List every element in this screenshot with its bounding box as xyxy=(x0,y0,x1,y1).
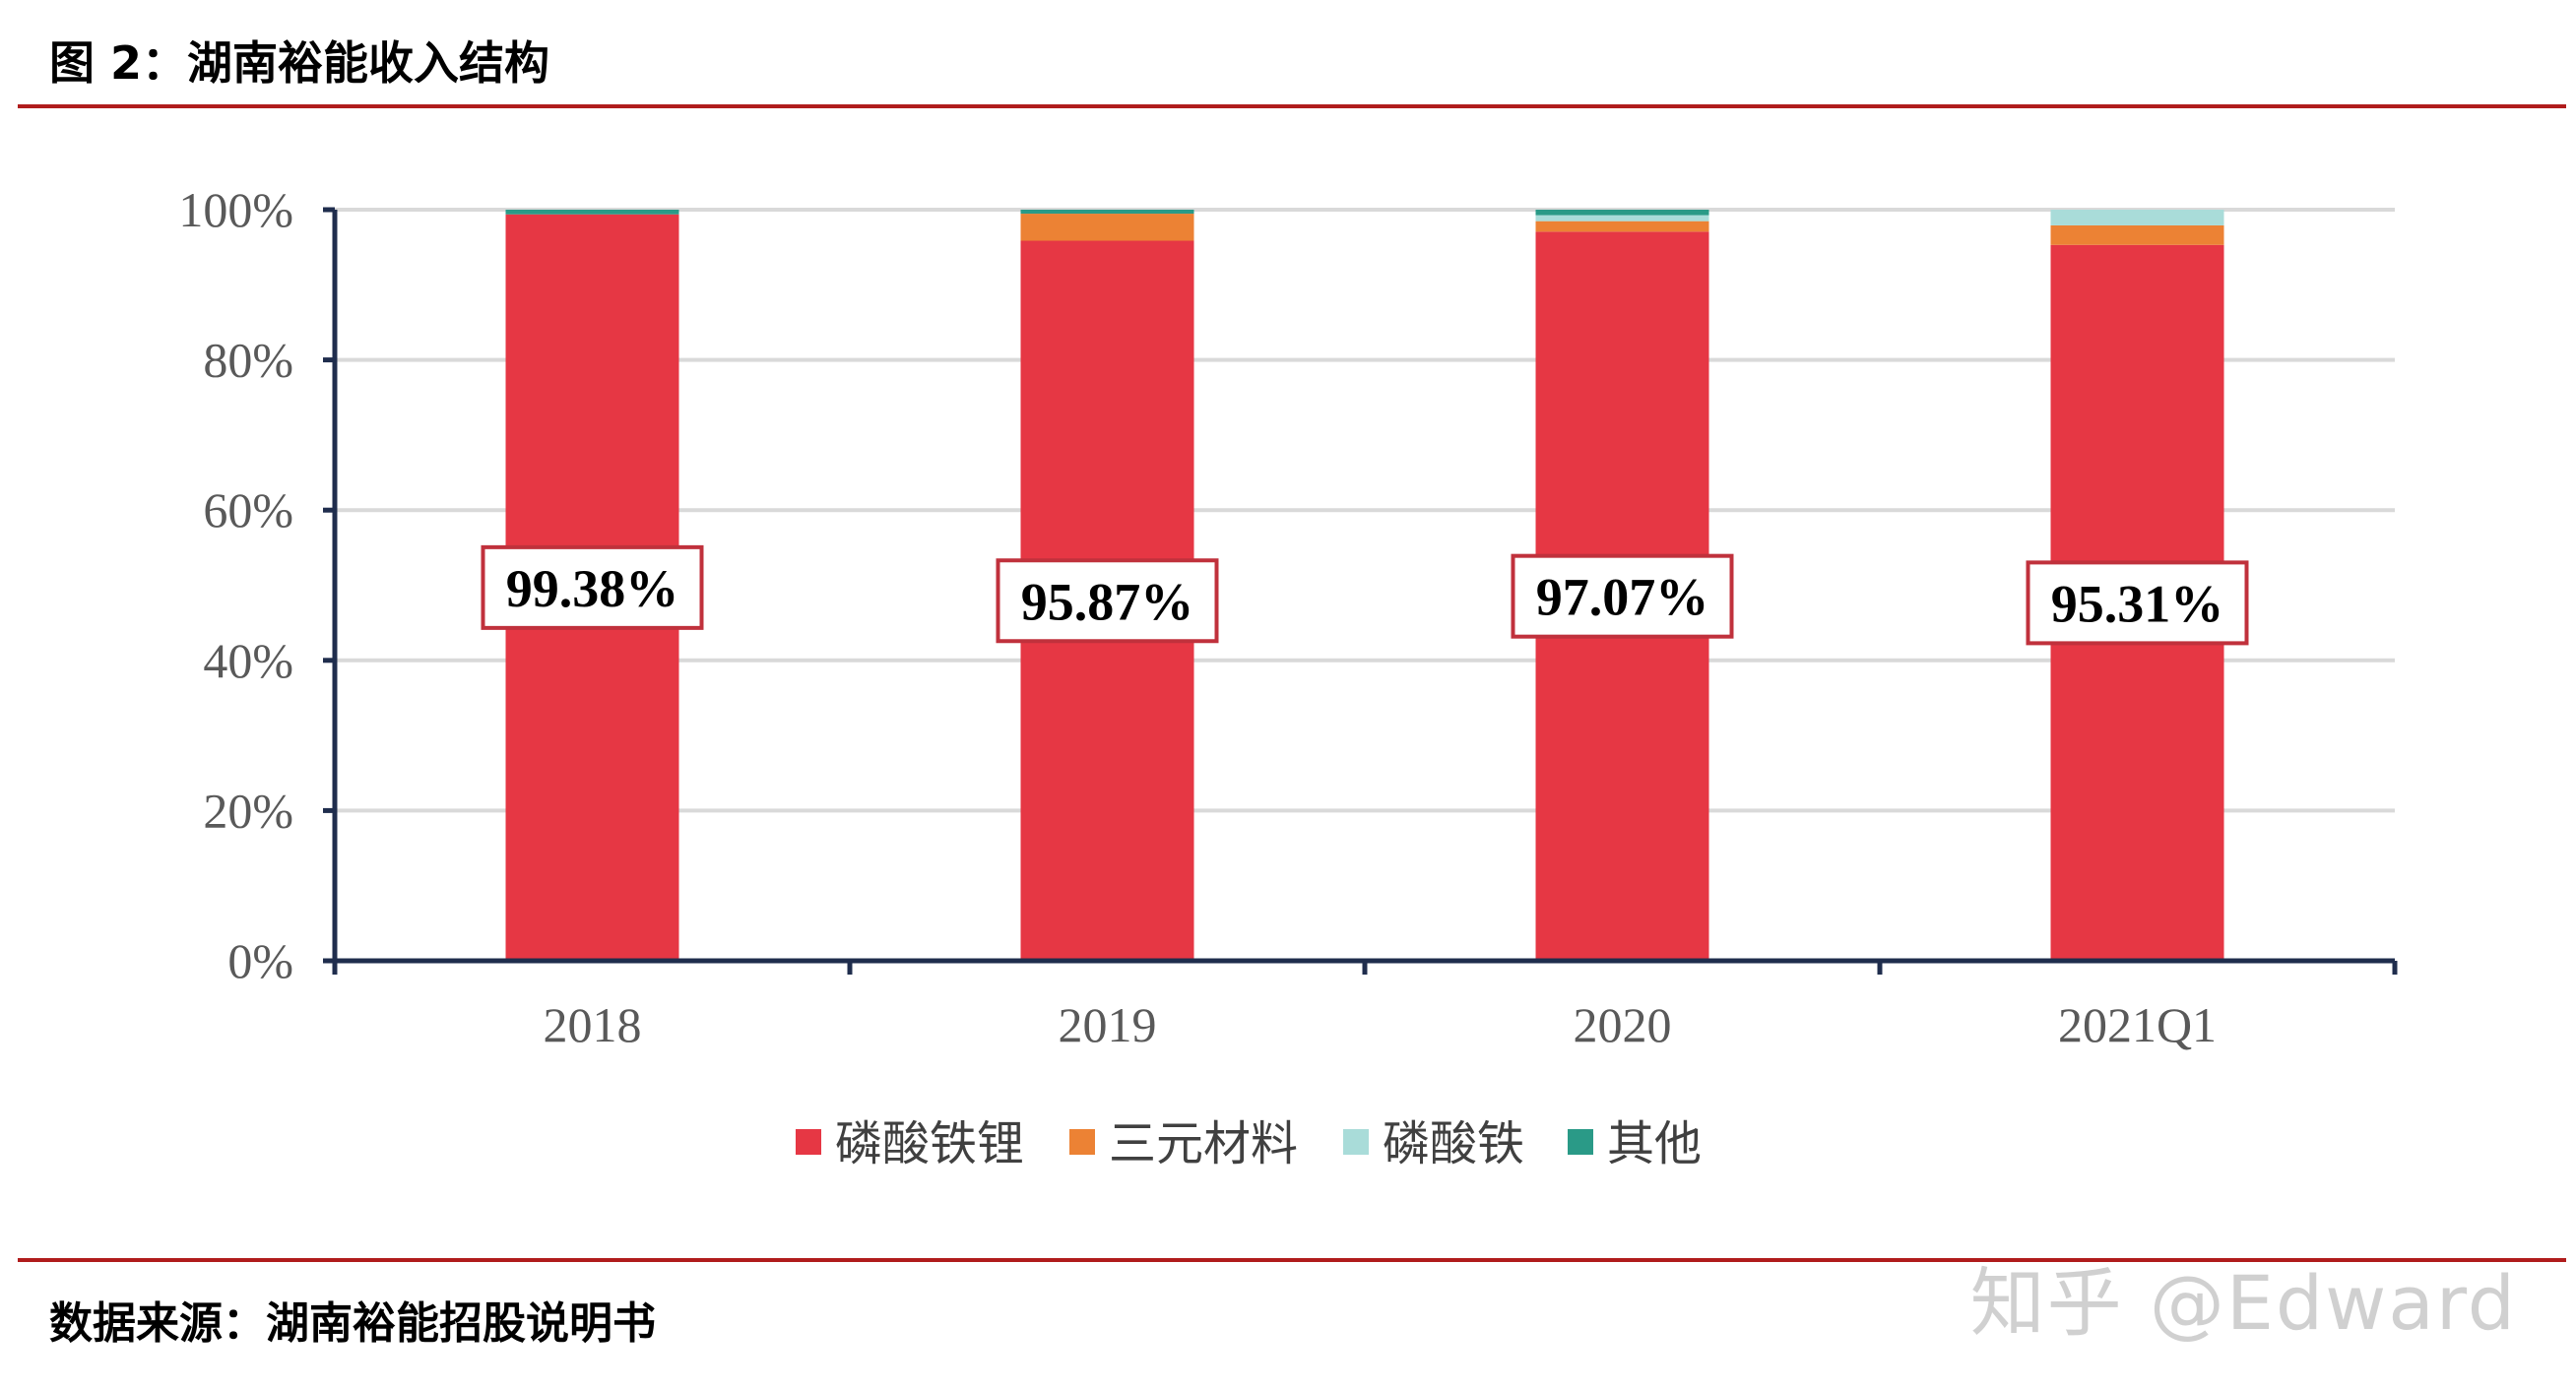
data-label-box xyxy=(1511,553,1734,639)
data-label: 97.07% xyxy=(1536,568,1709,627)
bar-segment xyxy=(1020,214,1194,241)
legend: 磷酸铁锂 三元材料 磷酸铁 其他 xyxy=(796,1116,1702,1171)
data-labels: 99.38% 95.87% 97.07% 95.31% xyxy=(481,544,2249,646)
legend-swatch xyxy=(1568,1129,1593,1155)
figure-title: 图 2：湖南裕能收入结构 xyxy=(49,36,550,90)
legend-swatch xyxy=(1069,1129,1095,1155)
data-label: 95.87% xyxy=(1021,572,1194,631)
bar-segment xyxy=(2050,210,2224,225)
data-label: 99.38% xyxy=(506,559,679,618)
legend-swatch xyxy=(796,1129,821,1155)
data-label-box xyxy=(996,558,1219,644)
y-tick-label: 100% xyxy=(178,182,293,237)
data-label-box xyxy=(2026,560,2249,646)
bars xyxy=(505,210,2224,962)
y-tick-label: 60% xyxy=(203,482,293,537)
x-tick-label: 2019 xyxy=(1059,997,1157,1052)
y-tick-label: 0% xyxy=(227,933,293,988)
bar-segment xyxy=(1535,221,1709,232)
data-label: 95.31% xyxy=(2051,574,2224,633)
y-tick-label: 80% xyxy=(203,333,293,388)
bar-segment xyxy=(1535,210,1709,216)
x-tick-labels: 2018 2019 2020 2021Q1 xyxy=(544,997,2218,1052)
stacked-bar-chart: 0% 20% 40% 60% 80% 100% 2018 2019 2020 2021Q1 99… xyxy=(178,182,2398,1171)
legend-label: 三元材料 xyxy=(1109,1116,1298,1171)
legend-label: 磷酸铁 xyxy=(1383,1116,1524,1171)
data-label-box xyxy=(481,544,704,630)
bar-segment xyxy=(2050,224,2224,245)
data-source-note: 数据来源：湖南裕能招股说明书 xyxy=(49,1298,656,1349)
y-tick-label: 20% xyxy=(203,783,293,838)
bar-segment xyxy=(1020,210,1194,215)
bottom-rule xyxy=(18,1258,2566,1262)
legend-label: 其他 xyxy=(1607,1116,1702,1171)
x-tick-label: 2021Q1 xyxy=(2058,997,2217,1052)
y-tick-label: 40% xyxy=(203,633,293,688)
bar-segment xyxy=(1535,215,1709,221)
y-tick-labels: 0% 20% 40% 60% 80% 100% xyxy=(178,182,293,988)
legend-label: 磷酸铁锂 xyxy=(835,1116,1024,1171)
legend-swatch xyxy=(1343,1129,1369,1155)
watermark: 知乎 @Edward xyxy=(1969,1259,2517,1347)
x-tick-label: 2020 xyxy=(1574,997,1672,1052)
bar-segment xyxy=(505,210,679,215)
top-rule xyxy=(18,104,2566,108)
x-tick-label: 2018 xyxy=(544,997,642,1052)
axes xyxy=(323,207,2398,975)
